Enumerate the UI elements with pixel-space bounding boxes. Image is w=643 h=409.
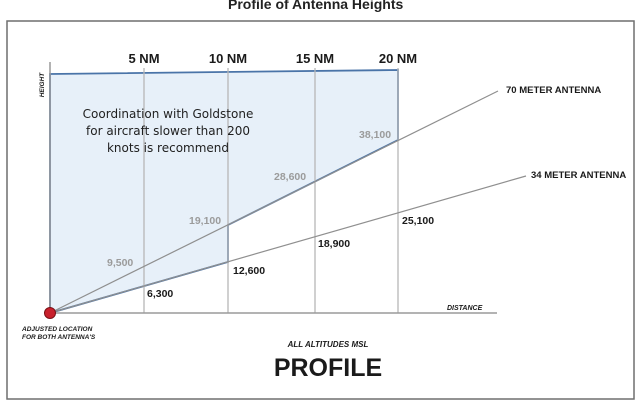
antenna-34m-label: 34 METER ANTENNA — [531, 170, 626, 181]
line-34m-antenna — [49, 175, 527, 314]
altitude-34m-20nm: 25,100 — [402, 215, 434, 227]
altitude-70m-5nm: 9,500 — [107, 257, 133, 269]
header-partial-text: Profile of Antenna Heights — [228, 0, 403, 12]
distance-axis-label: DISTANCE — [447, 305, 483, 312]
altitude-34m-5nm: 6,300 — [147, 288, 173, 300]
altitude-70m-15nm: 28,600 — [274, 171, 306, 183]
origin-label-line2: FOR BOTH ANTENNA'S — [22, 334, 96, 341]
height-axis-label: HEIGHT — [39, 72, 46, 98]
note-line2: for aircraft slower than 200 — [86, 124, 250, 138]
distance-tick-15nm: 15 NM — [296, 51, 334, 66]
distance-tick-10nm: 10 NM — [209, 51, 247, 66]
altitude-34m-15nm: 18,900 — [318, 238, 350, 250]
footer-title: PROFILE — [274, 354, 382, 382]
antenna-70m-label: 70 METER ANTENNA — [506, 85, 601, 96]
note-line1: Coordination with Goldstone — [83, 107, 254, 121]
line-70m-antenna — [49, 90, 499, 314]
distance-tick-20nm: 20 NM — [379, 51, 417, 66]
origin-dot — [44, 307, 56, 319]
altitude-70m-20nm: 38,100 — [359, 129, 391, 141]
note-line3: knots is recommend — [107, 141, 229, 155]
footer-subtitle: ALL ALTITUDES MSL — [287, 340, 369, 349]
distance-tick-5nm: 5 NM — [128, 51, 159, 66]
altitude-70m-10nm: 19,100 — [189, 215, 221, 227]
frame-border — [6, 20, 635, 400]
altitude-34m-10nm: 12,600 — [233, 265, 265, 277]
origin-label-line1: ADJUSTED LOCATION — [21, 326, 93, 333]
